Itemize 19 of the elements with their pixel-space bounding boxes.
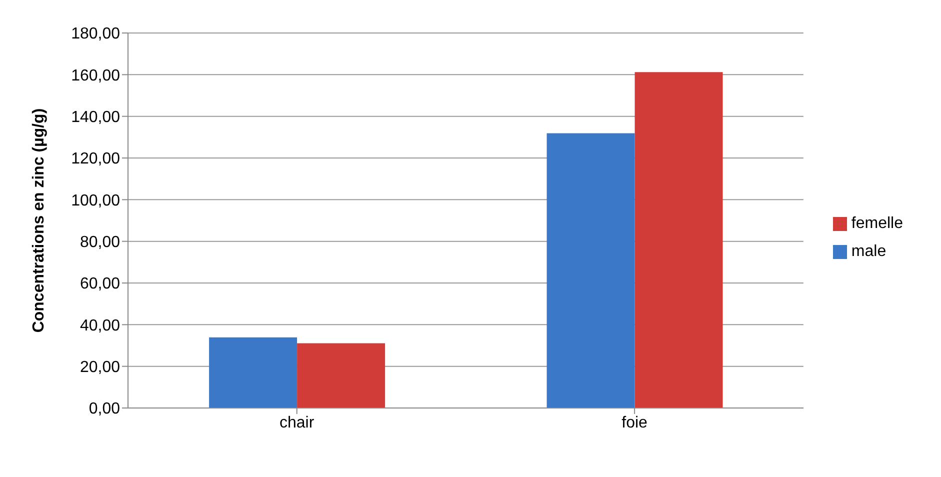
- x-tick-label: chair: [280, 414, 315, 432]
- y-tick-label: 80,00: [80, 234, 120, 252]
- y-tick-label: 120,00: [71, 150, 120, 168]
- y-tick-label: 40,00: [80, 317, 120, 334]
- y-tick-label: 0,00: [88, 400, 120, 418]
- bar: [546, 133, 635, 408]
- y-tick-label: 140,00: [71, 109, 120, 126]
- y-axis-title: Concentrations en zinc (µg/g): [30, 108, 48, 333]
- y-tick-label: 160,00: [71, 67, 120, 84]
- legend-label: femelle: [851, 215, 903, 232]
- y-tick-label: 20,00: [80, 359, 120, 376]
- legend-label: male: [851, 243, 886, 260]
- y-tick-label: 60,00: [80, 276, 120, 293]
- bar: [209, 337, 298, 408]
- bar: [297, 343, 386, 408]
- x-tick-label: foie: [622, 414, 648, 432]
- y-tick-label: 100,00: [71, 192, 120, 210]
- y-tick-label: 180,00: [71, 26, 120, 43]
- bar: [634, 72, 723, 408]
